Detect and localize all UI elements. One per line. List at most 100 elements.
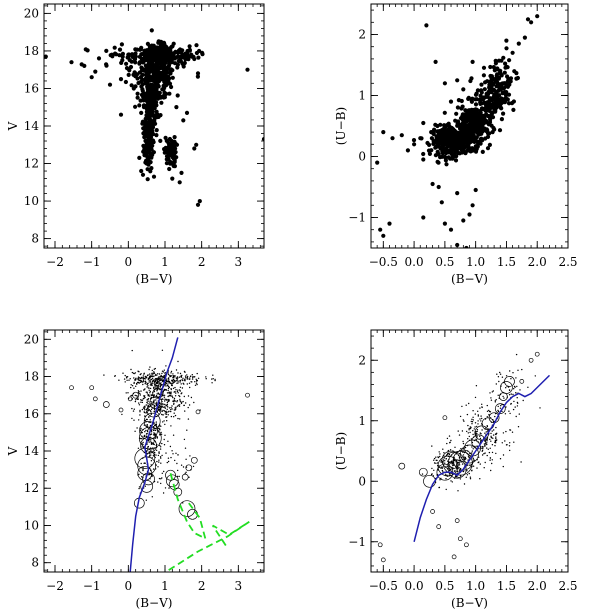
data-point xyxy=(486,103,492,108)
data-point xyxy=(515,353,518,356)
data-point xyxy=(177,404,180,406)
data-point xyxy=(505,430,507,433)
data-point xyxy=(455,149,460,154)
data-point xyxy=(147,398,150,400)
data-point xyxy=(505,65,510,70)
data-point xyxy=(140,476,143,478)
data-point xyxy=(151,93,156,98)
data-point xyxy=(431,467,433,470)
data-point xyxy=(461,430,464,432)
data-point xyxy=(174,386,176,389)
data-point xyxy=(140,376,143,379)
y-tick-label: 20 xyxy=(24,6,39,20)
data-point xyxy=(194,142,199,147)
data-point xyxy=(490,469,492,472)
data-point xyxy=(149,376,152,378)
data-point xyxy=(148,160,153,165)
data-point xyxy=(166,380,168,382)
data-point xyxy=(162,66,167,71)
data-point xyxy=(196,55,201,60)
data-point xyxy=(440,461,442,463)
data-point xyxy=(136,80,141,86)
data-point xyxy=(149,28,154,33)
data-point xyxy=(194,50,199,56)
data-point xyxy=(475,431,477,433)
data-point xyxy=(148,451,151,453)
data-point xyxy=(169,445,172,448)
data-point xyxy=(164,403,166,406)
data-point xyxy=(441,450,461,470)
x-tick-label: 0 xyxy=(125,255,133,269)
data-point xyxy=(471,434,487,450)
data-point xyxy=(160,482,162,485)
data-point xyxy=(148,439,150,442)
data-point xyxy=(141,98,146,103)
data-point xyxy=(145,127,150,132)
data-point xyxy=(468,429,470,431)
data-point xyxy=(488,64,493,70)
data-point xyxy=(154,115,159,120)
data-point xyxy=(176,401,178,403)
data-point xyxy=(458,466,460,469)
data-point xyxy=(446,130,451,135)
data-point xyxy=(150,460,153,462)
data-point xyxy=(165,469,176,481)
data-point xyxy=(506,101,512,106)
data-point xyxy=(489,75,494,81)
data-point xyxy=(177,377,179,379)
x-axis-label: (B−V) xyxy=(451,596,488,610)
data-point xyxy=(492,437,494,439)
data-point xyxy=(153,399,155,401)
data-point xyxy=(134,372,137,374)
data-point xyxy=(139,65,144,70)
data-point xyxy=(463,420,465,422)
data-point xyxy=(175,389,177,391)
data-point xyxy=(471,124,476,129)
data-point xyxy=(484,91,489,96)
data-point xyxy=(491,391,493,393)
data-point xyxy=(211,382,213,384)
data-point xyxy=(144,395,146,397)
y-tick-label: 16 xyxy=(24,81,39,95)
data-point xyxy=(405,148,410,153)
data-point xyxy=(168,487,170,489)
data-point xyxy=(489,447,491,449)
data-point xyxy=(469,427,472,430)
data-point xyxy=(170,415,173,418)
data-point xyxy=(148,389,150,391)
plot-area xyxy=(375,14,540,248)
data-point xyxy=(152,449,155,451)
data-point xyxy=(146,435,148,437)
data-point xyxy=(470,203,475,208)
x-tick-label: 1.0 xyxy=(466,579,485,593)
x-tick-label: 1.0 xyxy=(466,255,485,269)
data-point xyxy=(69,60,74,65)
data-point xyxy=(162,414,164,416)
data-point xyxy=(509,429,512,431)
data-point xyxy=(476,432,478,435)
data-point xyxy=(183,57,188,62)
data-point xyxy=(137,378,139,381)
data-point xyxy=(489,438,491,441)
data-point xyxy=(167,152,172,157)
data-point xyxy=(212,374,214,376)
data-point xyxy=(473,107,478,112)
data-point xyxy=(160,433,163,435)
data-point xyxy=(154,133,159,138)
data-point xyxy=(493,92,498,97)
data-point xyxy=(505,375,508,377)
data-point xyxy=(134,430,136,432)
data-point xyxy=(176,390,179,393)
data-point xyxy=(525,17,531,22)
data-point xyxy=(461,405,463,408)
data-point xyxy=(488,116,493,121)
data-point xyxy=(501,111,506,116)
data-point xyxy=(146,89,151,94)
data-point xyxy=(159,376,161,378)
data-point xyxy=(133,51,138,56)
data-point xyxy=(164,398,166,400)
data-point xyxy=(160,382,162,384)
data-point xyxy=(443,158,448,163)
data-point xyxy=(112,45,117,50)
data-point xyxy=(172,378,175,381)
